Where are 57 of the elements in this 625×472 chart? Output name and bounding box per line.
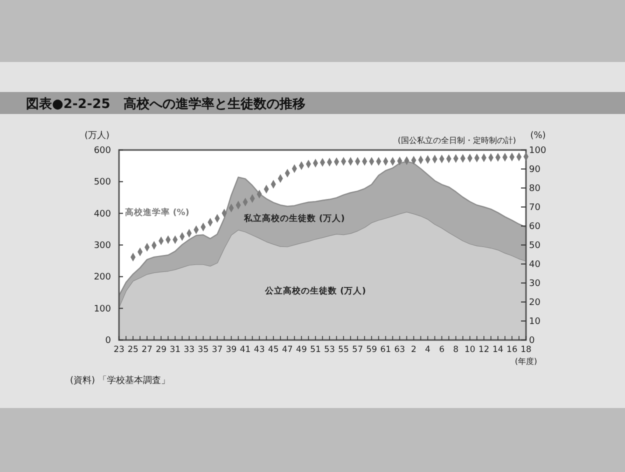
x-tick-label: 33: [184, 345, 195, 355]
x-tick-label: 10: [464, 345, 476, 355]
y2-tick-label: 50: [529, 241, 541, 251]
y-tick-label: 200: [94, 272, 112, 283]
y-axis-title: (万人): [84, 130, 110, 141]
x-tick-label: 27: [142, 345, 152, 355]
x-tick-label: 14: [492, 345, 504, 355]
series-label: 高校進学率 (%): [124, 206, 190, 218]
y2-tick-label: 60: [529, 222, 541, 232]
y-tick-label: 100: [94, 304, 112, 314]
chart-title: 図表●2-2-25 高校への進学率と生徒数の推移: [26, 96, 306, 112]
y2-tick-label: 80: [529, 184, 541, 194]
y2-tick-label: 90: [529, 165, 541, 175]
y2-tick-label: 40: [529, 260, 541, 270]
y-tick-label: 400: [94, 209, 112, 220]
x-tick-label: 4: [425, 345, 430, 355]
y-tick-label: 600: [94, 146, 112, 156]
x-tick-label: 51: [310, 345, 321, 355]
x-tick-label: 12: [478, 345, 490, 355]
x-tick-label: 8: [453, 345, 459, 355]
y2-tick-label: 100: [529, 146, 546, 156]
y2-tick-label: 0: [529, 336, 535, 346]
y2-tick-label: 20: [529, 298, 541, 308]
y2-axis-title: (%): [530, 131, 546, 141]
x-tick-label: 25: [128, 345, 138, 355]
x-tick-label: 53: [324, 345, 335, 355]
x-tick-label: 16: [506, 345, 518, 355]
x-tick-label: 49: [296, 345, 307, 355]
x-tick-label: 6: [439, 345, 445, 355]
y2-tick-label: 70: [529, 203, 541, 213]
x-tick-label: 41: [240, 345, 251, 355]
y-tick-label: 500: [94, 178, 112, 188]
x-tick-label: 43: [254, 345, 265, 355]
x-tick-label: 63: [394, 345, 406, 355]
x-tick-label: 47: [282, 345, 293, 355]
series-label: 公立高校の生徒数 (万人): [264, 285, 366, 296]
x-tick-label: 2: [411, 345, 416, 355]
x-tick-label: 55: [338, 345, 349, 355]
x-tick-label: 39: [226, 345, 237, 355]
y-tick-label: 300: [94, 241, 112, 251]
text: (国公私立の全日制・定時制の計): [398, 136, 516, 145]
x-tick-label: 23: [114, 345, 124, 355]
x-tick-label: 29: [156, 345, 167, 355]
series-label: 私立高校の生徒数 (万人): [243, 213, 345, 224]
x-tick-label: 37: [212, 345, 223, 355]
y2-tick-label: 10: [529, 317, 541, 327]
x-tick-label: 18: [520, 345, 532, 355]
x-tick-label: 35: [198, 345, 209, 355]
x-tick-label: 57: [352, 345, 363, 355]
y-tick-label: 0: [105, 336, 112, 346]
text: (資料) 「学校基本調査」: [70, 375, 170, 386]
x-tick-label: 31: [170, 345, 181, 355]
y2-tick-label: 30: [529, 279, 541, 289]
x-axis-title: (年度): [514, 357, 538, 366]
x-tick-label: 61: [380, 345, 392, 355]
x-tick-label: 45: [268, 345, 279, 355]
x-tick-label: 59: [366, 345, 378, 355]
